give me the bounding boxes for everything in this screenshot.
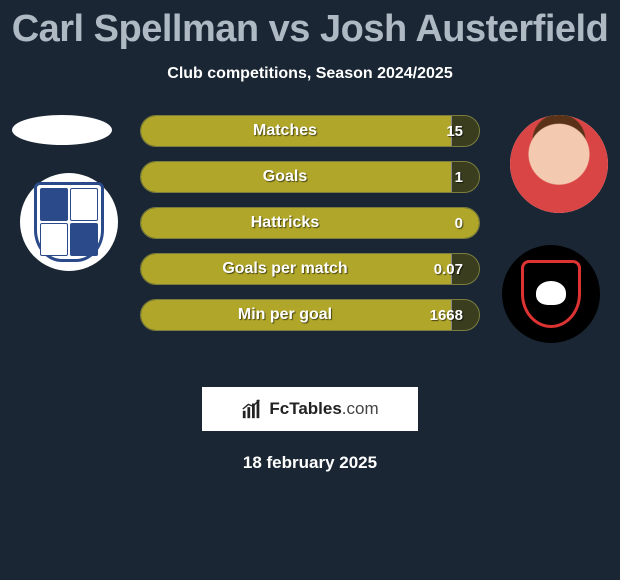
stat-label: Matches <box>141 122 429 140</box>
stat-value: 0.07 <box>429 261 479 278</box>
watermark-label: FcTables <box>269 399 341 418</box>
watermark: FcTables.com <box>202 387 418 431</box>
crest-icon <box>34 182 104 262</box>
stat-row-mpg: Min per goal 1668 <box>140 299 480 331</box>
face-icon <box>510 115 608 213</box>
right-club-badge <box>502 245 600 343</box>
stat-value: 1 <box>429 169 479 186</box>
left-player-avatar <box>12 115 112 145</box>
bar-chart-icon <box>241 398 263 420</box>
stat-value: 0 <box>429 215 479 232</box>
stat-label: Hattricks <box>141 214 429 232</box>
stat-row-matches: Matches 15 <box>140 115 480 147</box>
stat-label: Goals <box>141 168 429 186</box>
subtitle: Club competitions, Season 2024/2025 <box>0 65 620 83</box>
left-club-badge <box>20 173 118 271</box>
page-title: Carl Spellman vs Josh Austerfield <box>0 0 620 51</box>
right-player-avatar <box>510 115 608 213</box>
date-label: 18 february 2025 <box>0 453 620 473</box>
stat-bars: Matches 15 Goals 1 Hattricks 0 Goals per… <box>140 115 480 345</box>
stat-row-goals: Goals 1 <box>140 161 480 193</box>
stat-label: Min per goal <box>141 306 429 324</box>
stat-value: 15 <box>429 123 479 140</box>
lion-badge-icon <box>502 245 600 343</box>
stat-row-hattricks: Hattricks 0 <box>140 207 480 239</box>
watermark-suffix: .com <box>342 399 379 418</box>
comparison-panel: Matches 15 Goals 1 Hattricks 0 Goals per… <box>0 115 620 375</box>
stat-value: 1668 <box>429 307 479 324</box>
stat-label: Goals per match <box>141 260 429 278</box>
stat-row-gpm: Goals per match 0.07 <box>140 253 480 285</box>
